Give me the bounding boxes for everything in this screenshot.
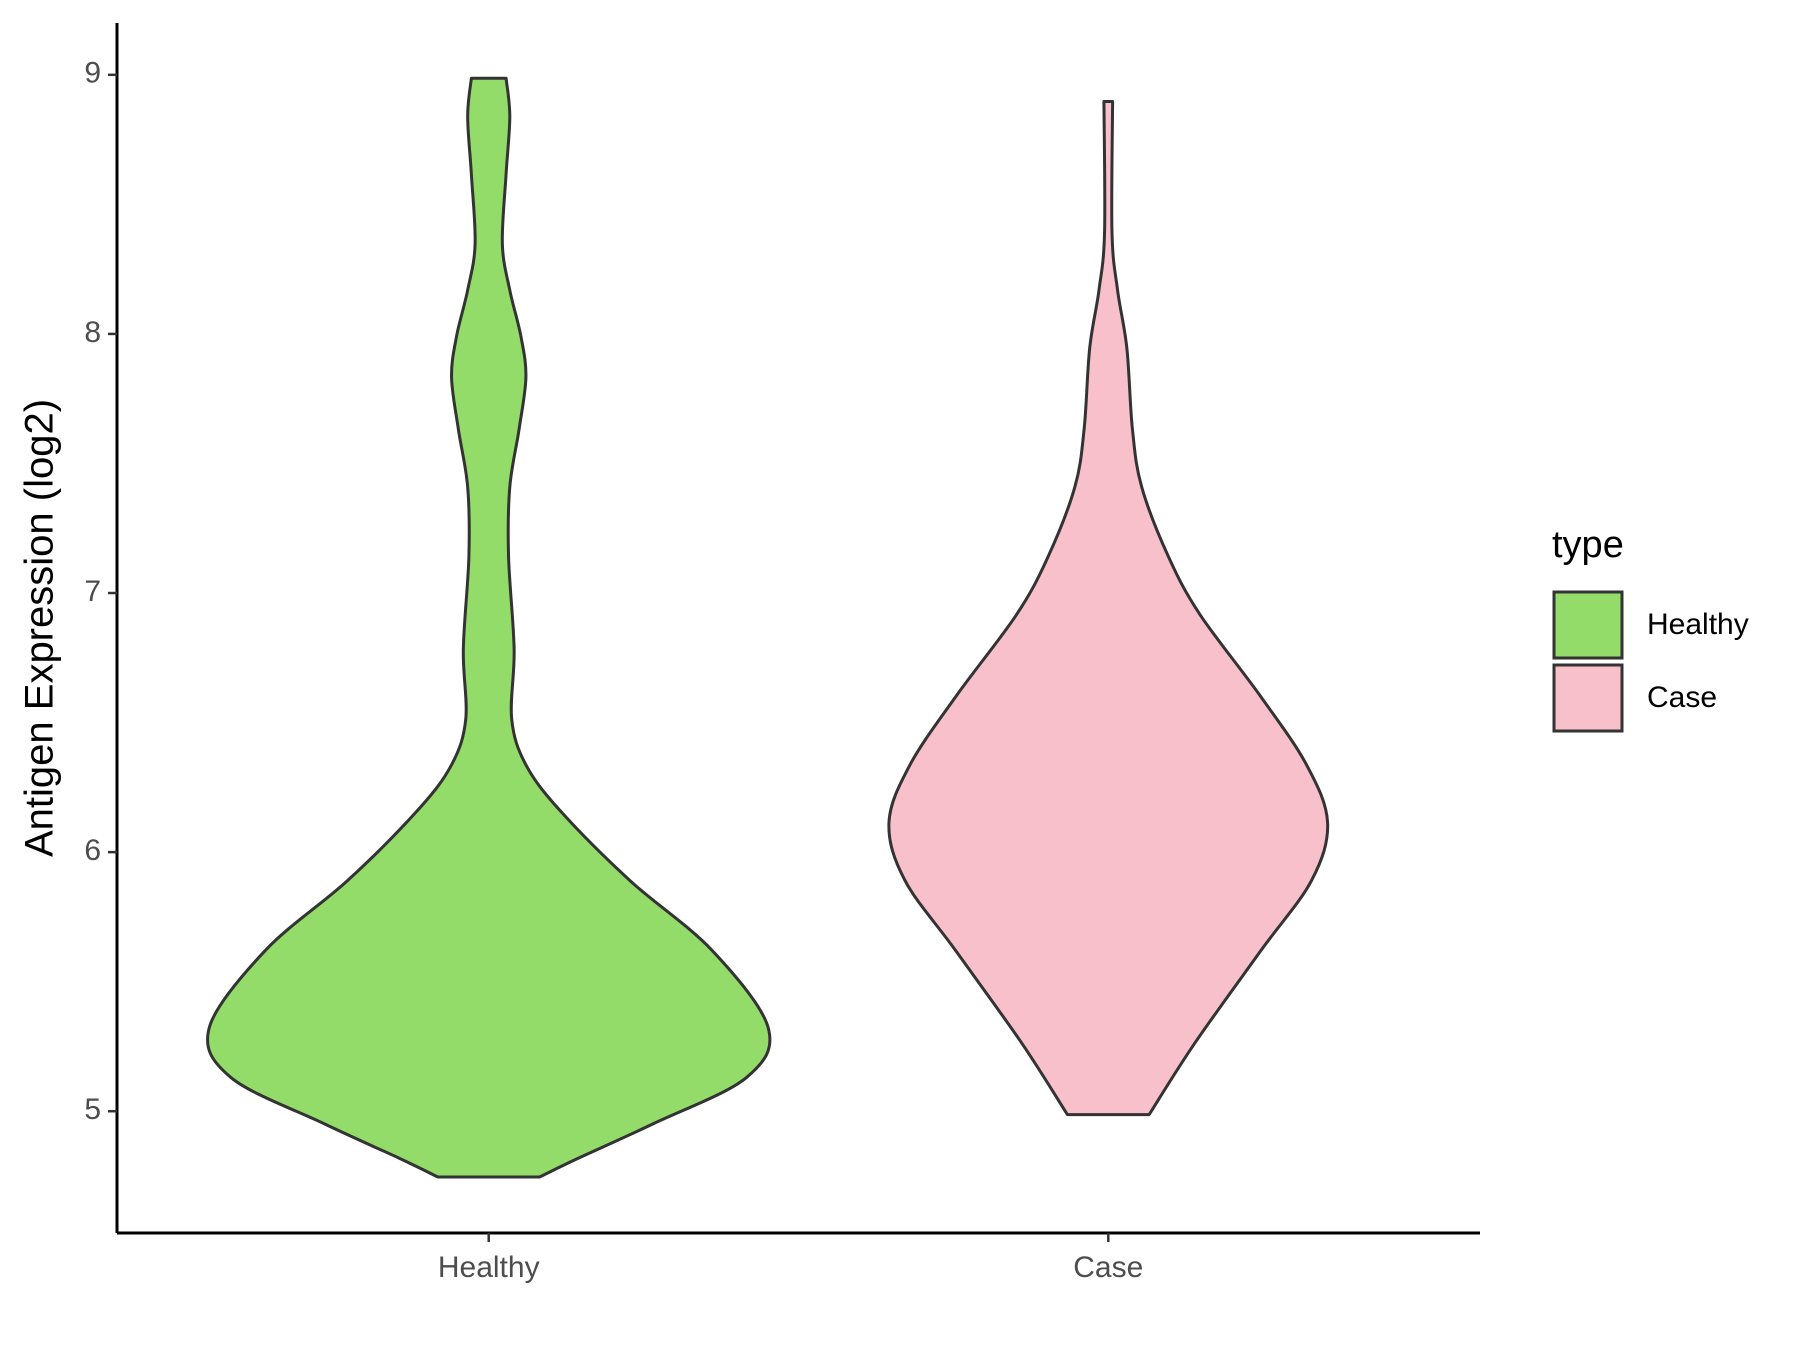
violin bbox=[887, 100, 1330, 1117]
y-tick-label: 8 bbox=[84, 316, 101, 349]
legend-swatch bbox=[1552, 663, 1624, 733]
x-tick-label: Healthy bbox=[438, 1251, 540, 1284]
y-axis-title: Antigen Expression (log2) bbox=[18, 399, 62, 857]
y-tick-label: 9 bbox=[84, 57, 101, 90]
y-tick-label: 7 bbox=[84, 575, 101, 608]
y-tick-label: 6 bbox=[84, 834, 101, 867]
y-tick-label: 5 bbox=[84, 1093, 101, 1126]
legend-swatch bbox=[1552, 590, 1624, 660]
x-tick-label: Case bbox=[1073, 1251, 1143, 1284]
legend-label: Healthy bbox=[1647, 608, 1749, 641]
legend-label: Case bbox=[1647, 681, 1717, 714]
violin bbox=[206, 76, 772, 1179]
legend-title: type bbox=[1552, 524, 1624, 566]
